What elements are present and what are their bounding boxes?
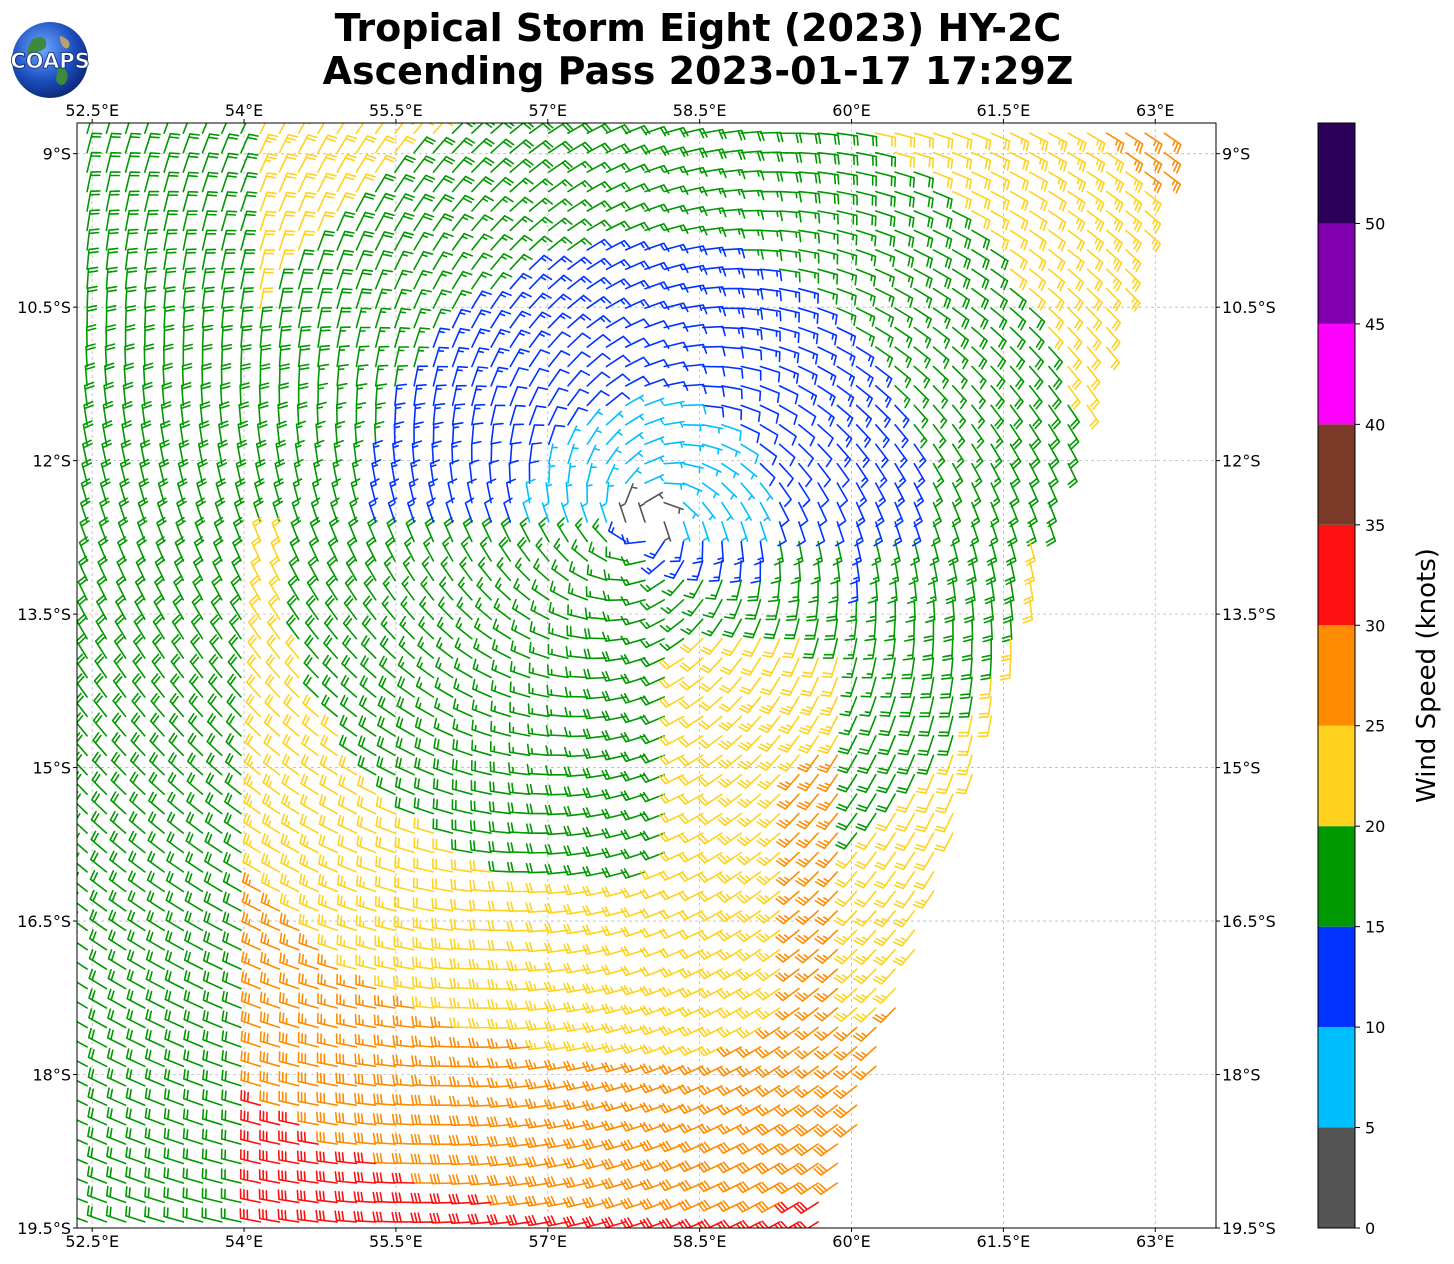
lat-tick-label: 9°S [43, 145, 71, 164]
axis-labels: 52.5°E 52.5°E 54°E 54°E 55.5°E 55.5°E 57°E 57°E… [17, 101, 1276, 1251]
lon-tick-label: 55.5°E [369, 1232, 423, 1251]
lat-tick-label: 13.5°S [17, 605, 71, 624]
wind-barb-group [368, 238, 927, 604]
lat-tick-label: 10.5°S [1222, 298, 1276, 317]
colorbar-bin [1318, 323, 1355, 425]
logo-text: COAPS [10, 49, 89, 73]
lon-tick-label: 52.5°E [65, 101, 119, 120]
wind-barb-group [242, 123, 1162, 1057]
lon-tick-label: 54°E [225, 1232, 263, 1251]
colorbar-bin [1318, 424, 1355, 525]
lon-tick-label: 63°E [1136, 1232, 1174, 1251]
coaps-logo: COAPS [10, 22, 90, 98]
lon-tick-label: 61.5°E [977, 101, 1031, 120]
lat-tick-label: 19.5°S [1222, 1219, 1276, 1238]
colorbar-tick-label: 40 [1365, 415, 1385, 434]
lon-tick-label: 60°E [832, 101, 870, 120]
wind-barbs [77, 123, 1182, 1228]
colorbar-tick-label: 50 [1365, 214, 1385, 233]
colorbar-tick-label: 25 [1365, 717, 1385, 736]
colorbar-bin [1318, 1027, 1355, 1128]
wind-barb-group [618, 483, 684, 542]
colorbar-tick-label: 30 [1365, 616, 1385, 635]
colorbar-bin [1318, 1127, 1355, 1228]
colorbar-tick-label: 15 [1365, 918, 1385, 937]
colorbar-bin [1318, 725, 1355, 827]
colorbar-bin [1318, 524, 1355, 626]
lon-tick-label: 61.5°E [977, 1232, 1031, 1251]
lon-tick-label: 57°E [529, 101, 567, 120]
colorbar-bin [1318, 123, 1355, 224]
colorbar-tick-label: 10 [1365, 1018, 1385, 1037]
colorbar-tick-label: 35 [1365, 516, 1385, 535]
globe-icon [12, 22, 88, 98]
lon-tick-label: 58.5°E [673, 101, 727, 120]
lat-tick-label: 10.5°S [17, 298, 71, 317]
lon-tick-label: 55.5°E [369, 101, 423, 120]
colorbar-bin [1318, 826, 1355, 927]
colorbar-tick-label: 20 [1365, 817, 1385, 836]
lat-tick-label: 12°S [1222, 452, 1261, 471]
chart-title-line2: Ascending Pass 2023-01-17 17:29Z [322, 49, 1074, 93]
lat-tick-label: 16.5°S [17, 912, 71, 931]
colorbar-tick-label: 0 [1365, 1219, 1375, 1238]
lon-tick-label: 57°E [529, 1232, 567, 1251]
lon-tick-label: 63°E [1136, 101, 1174, 120]
colorbar: 0 5 10 15 20 25 30 35 40 45 50 Wind Speed (knots) [1317, 122, 1442, 1238]
colorbar-bin [1318, 223, 1355, 324]
wind-barb-group [77, 123, 1081, 1223]
chart-title-line1: Tropical Storm Eight (2023) HY-2C [334, 6, 1062, 50]
lat-tick-label: 18°S [32, 1066, 71, 1085]
colorbar-bin [1318, 625, 1355, 726]
colorbar-label: Wind Speed (knots) [1412, 548, 1442, 803]
wind-barb-group [522, 394, 774, 542]
lat-tick-label: 13.5°S [1222, 605, 1276, 624]
lat-tick-label: 12°S [32, 452, 71, 471]
colorbar-frame [1317, 122, 1356, 1229]
wind-barb-group [240, 132, 1182, 1213]
wind-barb-group [239, 1089, 819, 1228]
lat-tick-label: 16.5°S [1222, 912, 1276, 931]
lat-tick-label: 15°S [32, 759, 71, 778]
lat-tick-label: 9°S [1222, 145, 1250, 164]
colorbar-tick-label: 5 [1365, 1119, 1375, 1138]
lat-tick-label: 19.5°S [17, 1219, 71, 1238]
colorbar-bin [1318, 926, 1355, 1028]
lon-tick-label: 60°E [832, 1232, 870, 1251]
lon-tick-label: 58.5°E [673, 1232, 727, 1251]
lat-tick-label: 15°S [1222, 759, 1261, 778]
colorbar-tick-label: 45 [1365, 315, 1385, 334]
lon-tick-label: 52.5°E [65, 1232, 119, 1251]
lon-tick-label: 54°E [225, 101, 263, 120]
lat-tick-label: 18°S [1222, 1066, 1261, 1085]
plot-frame [76, 122, 1217, 1229]
